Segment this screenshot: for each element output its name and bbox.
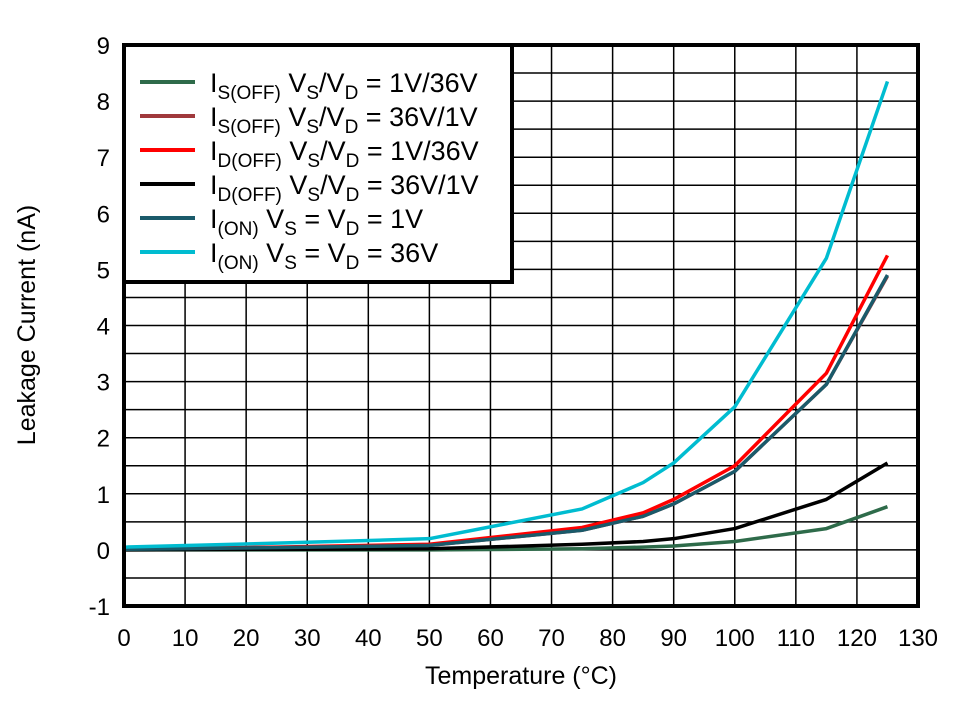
- series-line: [123, 274, 889, 552]
- x-tick-label: 120: [837, 625, 877, 652]
- y-tick-label: -1: [89, 594, 110, 621]
- series-line: [123, 461, 889, 552]
- x-tick-label: 30: [294, 625, 321, 652]
- x-tick-label: 20: [233, 625, 260, 652]
- y-axis-label: Leakage Current (nA): [13, 205, 41, 445]
- y-tick-labels: -1 0 1 2 3 4 5 6 7 8 9: [89, 33, 110, 621]
- x-tick-label: 80: [599, 625, 626, 652]
- y-tick-label: 2: [97, 426, 110, 453]
- y-tick-label: 9: [97, 33, 110, 60]
- y-tick-label: 3: [97, 370, 110, 397]
- y-tick-label: 6: [97, 201, 110, 228]
- legend-label: I(ON) VS = VD = 1V: [210, 204, 423, 240]
- y-tick-label: 8: [97, 89, 110, 116]
- legend-label: I(ON) VS = VD = 36V: [210, 238, 438, 274]
- y-tick-label: 7: [97, 145, 110, 172]
- legend-label: IS(OFF) VS/VD = 36V/1V: [210, 102, 478, 138]
- legend-label: ID(OFF) VS/VD = 36V/1V: [210, 170, 479, 206]
- x-tick-label: 10: [172, 625, 199, 652]
- x-tick-label: 100: [715, 625, 755, 652]
- x-axis-label: Temperature (°C): [425, 662, 617, 690]
- legend-label: ID(OFF) VS/VD = 1V/36V: [210, 136, 479, 172]
- y-tick-label: 5: [97, 257, 110, 284]
- x-tick-labels: 0 10 20 30 40 50 60 70 80 90 100 110 120 130: [117, 625, 938, 652]
- y-tick-label: 0: [97, 538, 110, 565]
- legend-label: IS(OFF) VS/VD = 1V/36V: [210, 68, 478, 104]
- x-tick-label: 50: [416, 625, 443, 652]
- series-line: [123, 254, 890, 551]
- series-line: [123, 275, 889, 552]
- x-tick-label: 60: [477, 625, 504, 652]
- series-line: [123, 80, 890, 549]
- legend-box: [122, 43, 514, 284]
- x-tick-label: 0: [117, 625, 130, 652]
- y-tick-label: 1: [97, 482, 110, 509]
- x-tick-label: 70: [538, 625, 565, 652]
- x-tick-label: 90: [660, 625, 687, 652]
- series-lines: [123, 80, 890, 552]
- x-tick-label: 40: [355, 625, 382, 652]
- plot-frame: [122, 43, 920, 608]
- x-tick-label: 110: [777, 625, 815, 652]
- y-tick-label: 4: [97, 314, 110, 341]
- x-tick-label: 130: [898, 625, 938, 652]
